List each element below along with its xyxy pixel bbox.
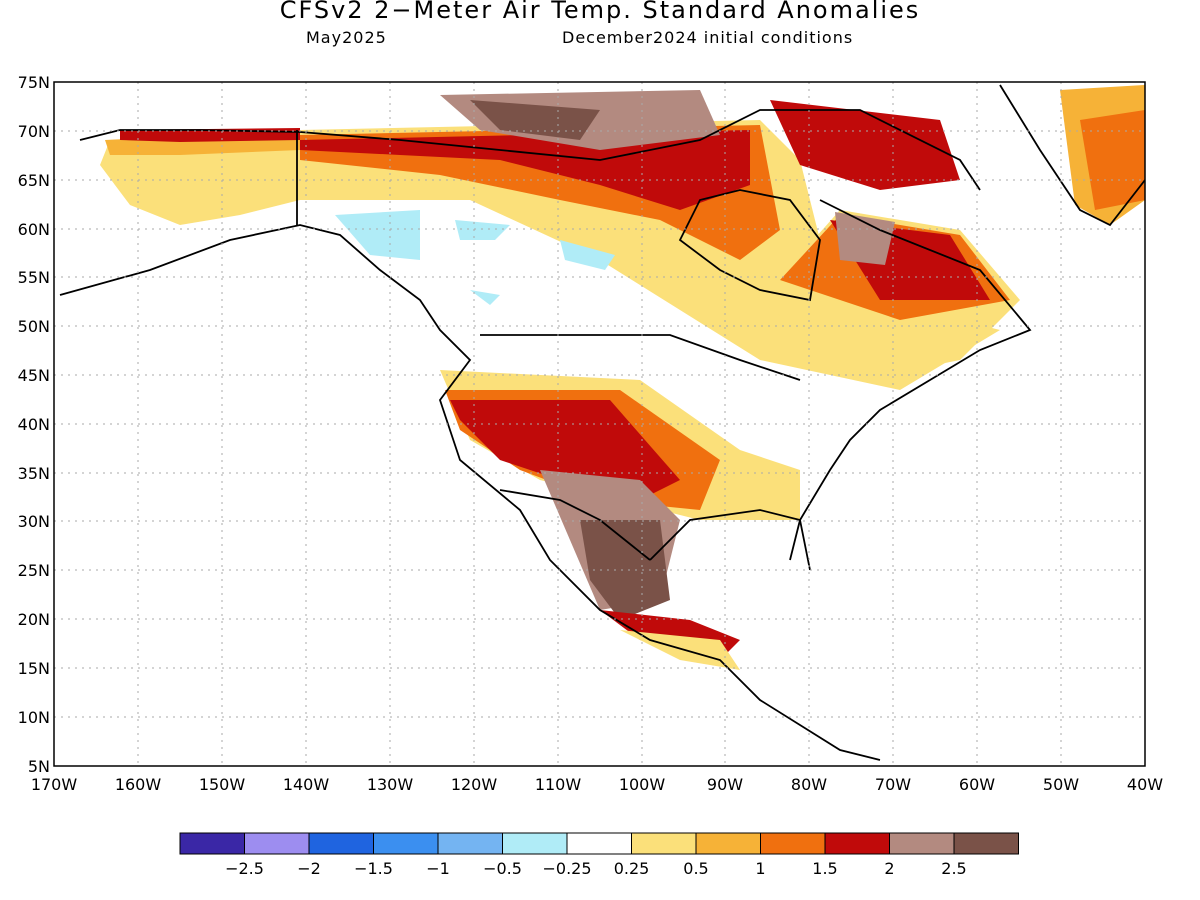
west-us-red xyxy=(450,400,680,500)
lat-label: 10N xyxy=(18,708,50,727)
north-coast xyxy=(79,109,981,191)
yukon-blue xyxy=(335,210,420,260)
colorbar-swatch xyxy=(889,832,955,855)
lat-label: 20N xyxy=(18,610,50,629)
colorbar-label: −1 xyxy=(426,859,450,878)
lon-label: 100W xyxy=(619,775,666,794)
colorbar-label: 1 xyxy=(755,859,765,878)
graticule xyxy=(54,82,1145,766)
lon-label: 140W xyxy=(283,775,330,794)
lat-label: 35N xyxy=(18,464,50,483)
us-mexico-border xyxy=(499,489,651,561)
greenland-coast xyxy=(999,84,1145,227)
bc-blue xyxy=(470,290,500,305)
us-canada-border xyxy=(480,334,801,381)
lon-label: 160W xyxy=(115,775,162,794)
lat-label: 5N xyxy=(28,757,50,776)
canada-north-red-patch xyxy=(770,100,960,190)
lon-label: 150W xyxy=(199,775,246,794)
alaska-coast xyxy=(59,224,881,761)
lat-label: 70N xyxy=(18,122,50,141)
anomaly-shading xyxy=(100,85,1145,670)
colorbar-label: 0.5 xyxy=(683,859,708,878)
lat-label: 60N xyxy=(18,220,50,239)
colorbar-swatch xyxy=(695,832,761,855)
colorbar-label: −0.25 xyxy=(542,859,591,878)
colorbar-swatch xyxy=(566,832,632,855)
colorbar-swatch xyxy=(308,832,374,855)
coastlines xyxy=(59,84,1145,761)
colorbar-swatch xyxy=(373,832,439,855)
map-frame xyxy=(53,81,1146,767)
lon-label: 90W xyxy=(707,775,743,794)
colorbar-swatch xyxy=(437,832,503,855)
lon-label: 70W xyxy=(875,775,911,794)
colorbar-swatch xyxy=(953,832,1019,855)
colorbar-label: 1.5 xyxy=(812,859,837,878)
lon-label: 60W xyxy=(959,775,995,794)
longitude-labels: 170W 160W 150W 140W 130W 120W 110W 100W … xyxy=(31,775,1163,794)
lat-label: 25N xyxy=(18,561,50,580)
hudson-west-blue xyxy=(560,240,615,270)
colorbar-label: 2.5 xyxy=(941,859,966,878)
colorbar-label: 2 xyxy=(884,859,894,878)
lat-label: 40N xyxy=(18,415,50,434)
colorbar-swatch xyxy=(502,832,568,855)
quebec-brown xyxy=(835,212,895,265)
lon-label: 80W xyxy=(791,775,827,794)
gulf-coast xyxy=(649,509,802,561)
lon-label: 40W xyxy=(1127,775,1163,794)
latitude-labels: 75N 70N 65N 60N 55N 50N 45N 40N 35N 30N … xyxy=(18,73,50,776)
lon-label: 170W xyxy=(31,775,78,794)
colorbar-swatch xyxy=(179,832,245,855)
east-coast xyxy=(799,199,1032,571)
colorbar-swatch xyxy=(760,832,826,855)
colorbar-swatch xyxy=(244,832,310,855)
alaska-yellow-region xyxy=(100,132,300,225)
lat-label: 75N xyxy=(18,73,50,92)
colorbar-label: 0.25 xyxy=(614,859,650,878)
greenland-darkorange xyxy=(1080,110,1145,210)
colorbar: −2.5 −2 −1.5 −1 −0.5 −0.25 0.25 0.5 1 1.5 2 2.5 xyxy=(179,832,1019,878)
nwt-blue xyxy=(455,220,510,240)
colorbar-label: −2.5 xyxy=(225,859,264,878)
lon-label: 110W xyxy=(535,775,582,794)
lon-label: 50W xyxy=(1043,775,1079,794)
lat-label: 55N xyxy=(18,268,50,287)
initial-conditions: December2024 initial conditions xyxy=(562,28,854,47)
lon-label: 120W xyxy=(451,775,498,794)
colorbar-label: −1.5 xyxy=(354,859,393,878)
canada-arctic-red xyxy=(300,130,750,210)
lat-label: 65N xyxy=(18,171,50,190)
mexico-darkbrown xyxy=(580,520,670,620)
canada-north-darkbrown-patch xyxy=(470,100,600,140)
colorbar-label: −0.5 xyxy=(483,859,522,878)
lat-label: 30N xyxy=(18,512,50,531)
valid-month: May2025 xyxy=(306,28,387,47)
colorbar-swatch xyxy=(631,832,697,855)
lat-label: 45N xyxy=(18,366,50,385)
map-title: CFSv2 2−Meter Air Temp. Standard Anomali… xyxy=(279,0,921,24)
lat-label: 15N xyxy=(18,659,50,678)
lat-label: 50N xyxy=(18,317,50,336)
lon-label: 130W xyxy=(367,775,414,794)
colorbar-swatch xyxy=(824,832,890,855)
colorbar-label: −2 xyxy=(297,859,321,878)
